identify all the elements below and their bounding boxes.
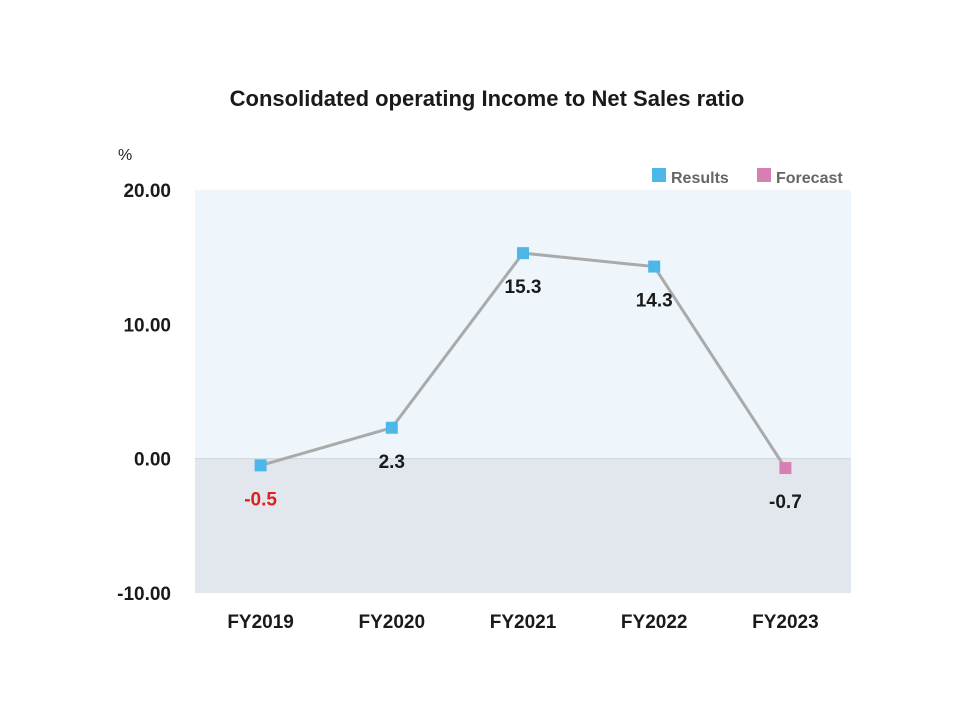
x-tick-label: FY2019: [227, 612, 294, 633]
x-tick-label: FY2023: [752, 612, 819, 633]
y-axis-unit: %: [118, 147, 132, 164]
legend: Results Forecast: [652, 168, 843, 187]
legend-label: Forecast: [776, 170, 843, 187]
x-tick-label: FY2020: [359, 612, 426, 633]
data-point-marker: [254, 459, 267, 472]
y-tick-label: 10.00: [123, 315, 171, 336]
data-markers: [254, 247, 792, 475]
x-axis-ticks: FY2019 FY2020 FY2021 FY2022 FY2023: [227, 612, 818, 633]
data-label: 14.3: [636, 291, 673, 312]
data-point-marker: [779, 462, 792, 475]
data-point-marker: [385, 421, 398, 434]
data-label: 2.3: [379, 452, 405, 473]
negative-band: [195, 458, 851, 593]
chart-title: Consolidated operating Income to Net Sal…: [230, 86, 745, 111]
legend-swatch: [652, 168, 666, 182]
data-label: 15.3: [505, 277, 542, 298]
data-label: -0.7: [769, 492, 802, 513]
positive-band: [195, 190, 851, 459]
x-tick-label: FY2022: [621, 612, 688, 633]
data-point-marker: [517, 247, 529, 260]
y-tick-label: 20.00: [123, 181, 171, 202]
legend-label: Results: [671, 170, 729, 187]
y-axis-ticks: 20.00 10.00 0.00 -10.00: [117, 181, 171, 605]
x-tick-label: FY2021: [490, 612, 557, 633]
data-labels: -0.5 2.3 15.3 14.3 -0.7: [244, 277, 802, 513]
data-point-marker: [648, 260, 661, 273]
data-label: -0.5: [244, 489, 277, 510]
legend-swatch: [757, 168, 771, 182]
y-tick-label: -10.00: [117, 584, 171, 605]
y-tick-label: 0.00: [134, 450, 171, 471]
